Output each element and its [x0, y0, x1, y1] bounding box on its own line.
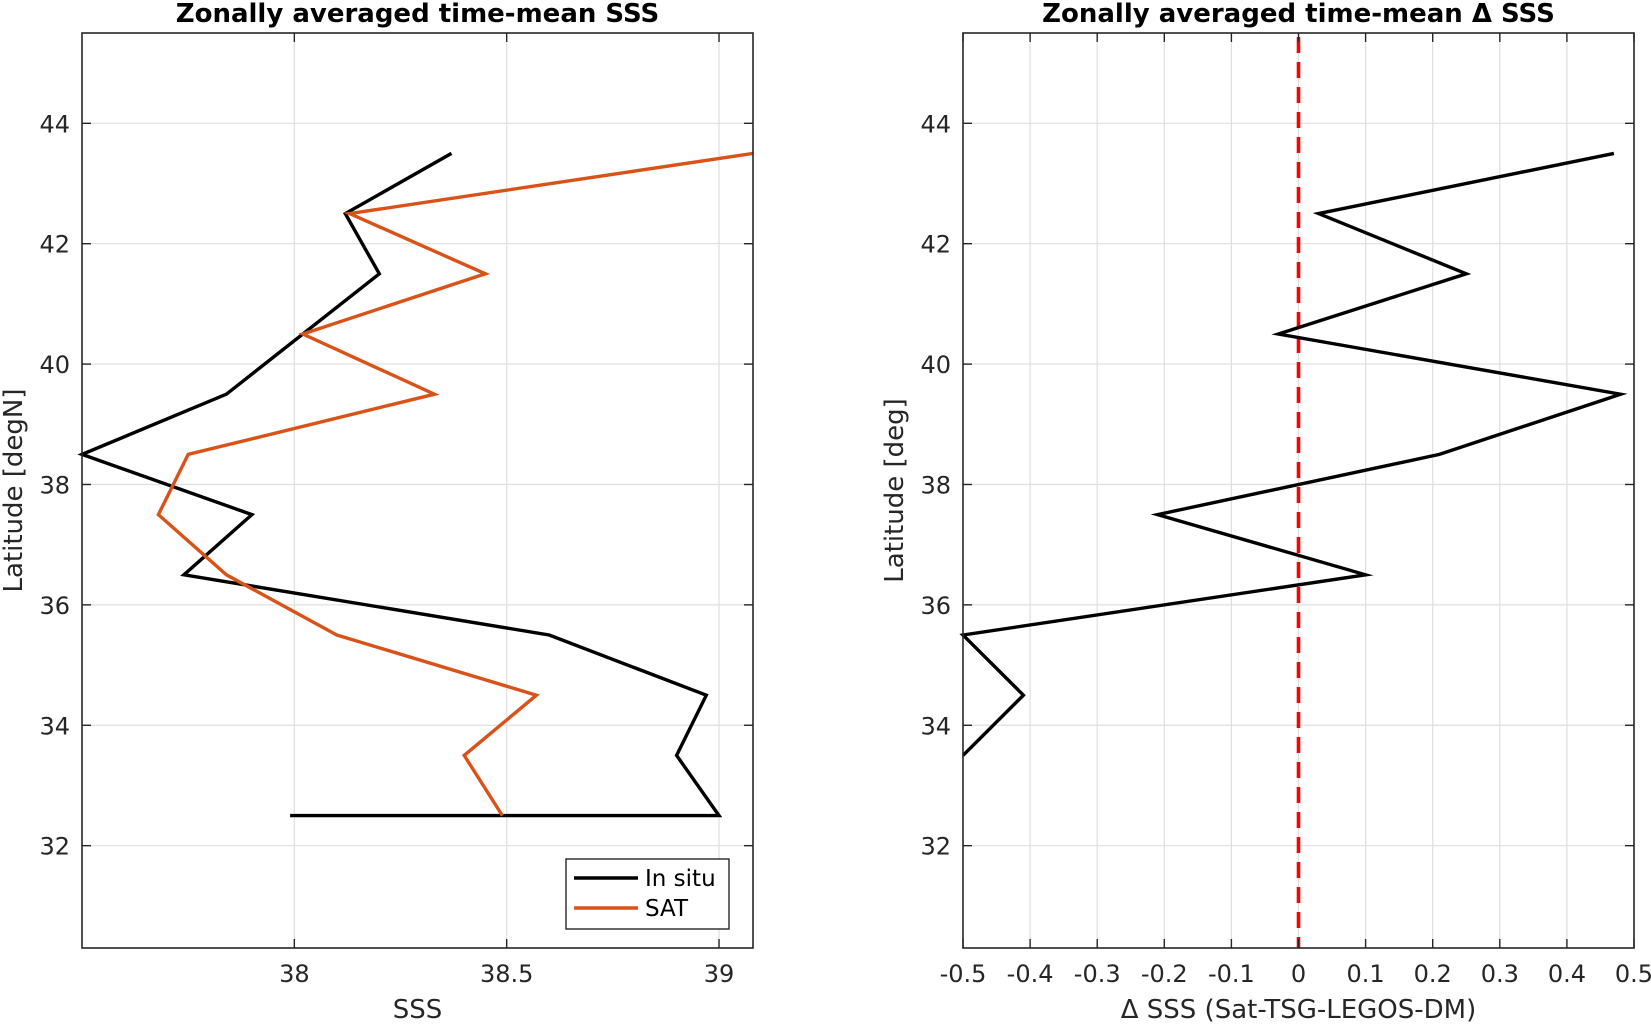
sss-y-tick-label: 44 — [39, 110, 70, 138]
delta-sss-y-tick-label: 38 — [920, 471, 951, 499]
delta-sss-y-tick-label: 32 — [920, 833, 951, 861]
delta-sss-y-axis-label: Latitude [deg] — [880, 398, 910, 583]
sss-y-tick-label: 34 — [39, 712, 70, 740]
sss-legend: In situ SAT — [566, 859, 729, 929]
sss-y-tick-label: 36 — [39, 592, 70, 620]
sss-y-tick-label: 32 — [39, 833, 70, 861]
delta-sss-x-axis-label: Δ SSS (Sat-TSG-LEGOS-DM) — [1121, 995, 1477, 1025]
sss-y-tick-label: 38 — [39, 471, 70, 499]
sss-panel-title: Zonally averaged time-mean SSS — [176, 0, 660, 29]
delta-sss-x-tick-label: 0.3 — [1481, 960, 1519, 988]
delta-sss-x-tick-label: 0.4 — [1548, 960, 1586, 988]
delta-sss-x-tick-label: 0.2 — [1414, 960, 1452, 988]
sss-x-tick-label: 39 — [704, 960, 735, 988]
delta-sss-x-tick-label: -0.2 — [1141, 960, 1188, 988]
delta-sss-panel: -0.5 -0.4 -0.3 -0.2 -0.1 0 0.1 0.2 0.3 0.4 0.5 32 34… — [880, 0, 1651, 1025]
sss-y-axis-label: Latitude [degN] — [0, 388, 29, 592]
delta-sss-y-tick-label: 34 — [920, 712, 951, 740]
delta-sss-y-tick-label: 40 — [920, 351, 951, 379]
delta-sss-x-tick-label: 0 — [1291, 960, 1306, 988]
delta-sss-y-tick-label: 42 — [920, 231, 951, 259]
delta-sss-x-tick-label: 0.1 — [1347, 960, 1385, 988]
delta-sss-panel-title: Zonally averaged time-mean Δ SSS — [1042, 0, 1555, 29]
delta-sss-x-tick-label: -0.5 — [940, 960, 987, 988]
delta-sss-y-tick-label: 44 — [920, 110, 951, 138]
delta-sss-x-tick-label: -0.3 — [1074, 960, 1121, 988]
legend-label: In situ — [645, 866, 716, 892]
delta-sss-x-tick-label: -0.1 — [1208, 960, 1255, 988]
sss-y-tick-label: 42 — [39, 231, 70, 259]
delta-sss-y-tick-label: 36 — [920, 592, 951, 620]
delta-sss-x-tick-label: -0.4 — [1007, 960, 1054, 988]
sss-x-tick-label: 38 — [279, 960, 310, 988]
sss-x-axis-label: SSS — [393, 995, 443, 1025]
sss-x-tick-label: 38.5 — [480, 960, 533, 988]
delta-sss-x-tick-label: 0.5 — [1615, 960, 1651, 988]
sss-y-tick-label: 40 — [39, 351, 70, 379]
legend-label: SAT — [645, 896, 689, 922]
